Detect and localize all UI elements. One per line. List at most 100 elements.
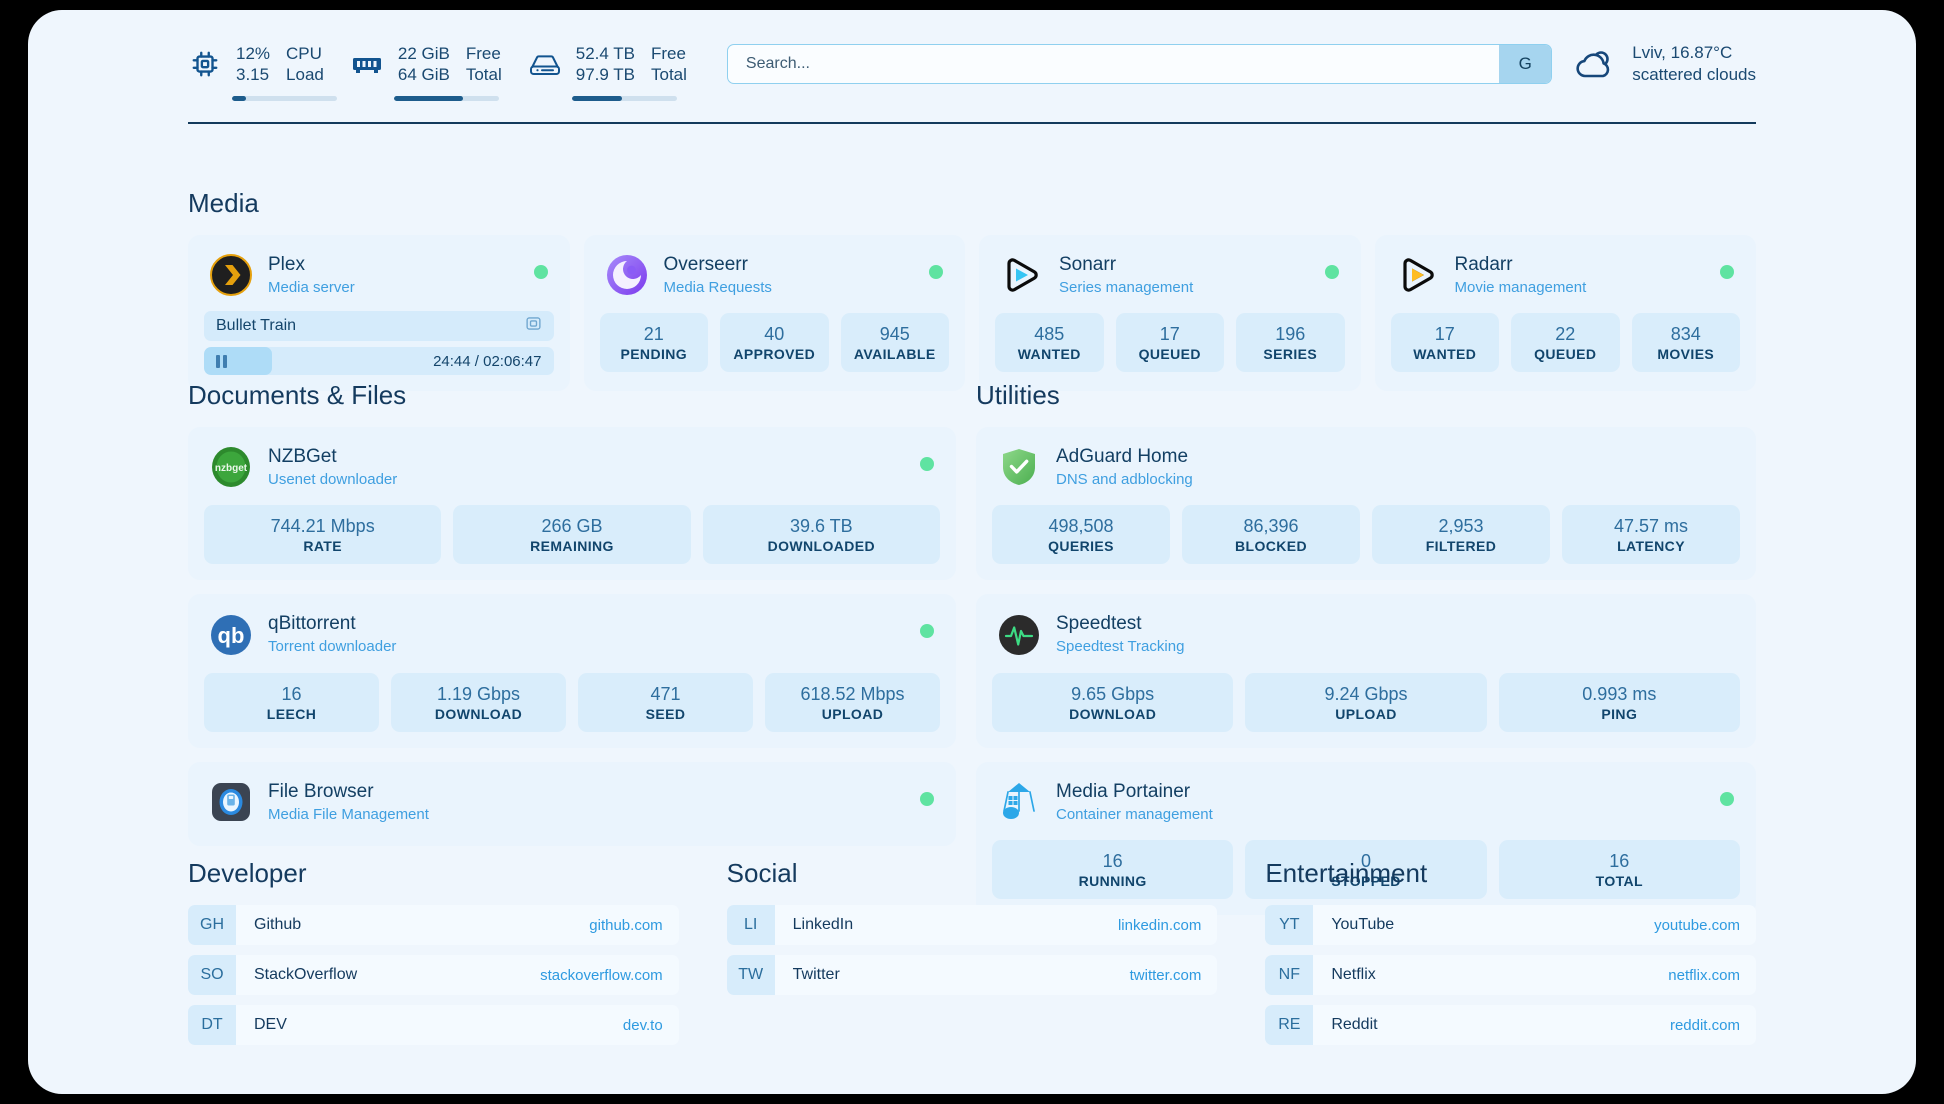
stat-value: 1.19 Gbps bbox=[436, 683, 521, 704]
status-badge-online bbox=[920, 457, 934, 471]
bookmark-group-developer: Developer GH Github github.com SO StackOverfl… bbox=[188, 858, 679, 1045]
stat-queries: 498,508 QUERIES bbox=[992, 505, 1170, 565]
service-stats-row: 16 RUNNING 0 STOPPED 16 TOTAL bbox=[992, 840, 1740, 900]
stat-rate: 744.21 Mbps RATE bbox=[204, 505, 442, 565]
stat-approved: 40 APPROVED bbox=[720, 313, 829, 373]
bookmark-item[interactable]: TW Twitter twitter.com bbox=[726, 955, 1218, 995]
bookmark-abbr: GH bbox=[188, 905, 236, 945]
service-card-qbittorrent[interactable]: qb qBittorrent Torrent downloader 16 LEECH 1.… bbox=[188, 594, 956, 748]
stat-value: 16 bbox=[281, 683, 302, 704]
stat-label-primary: CPU bbox=[286, 43, 322, 63]
bookmark-group-title: Developer bbox=[188, 858, 307, 888]
stat-value: 744.21 Mbps bbox=[270, 516, 375, 537]
service-name: AdGuard Home bbox=[1056, 446, 1189, 467]
header-divider bbox=[188, 122, 1756, 124]
pause-icon[interactable] bbox=[216, 354, 227, 368]
stat-progress-bar bbox=[232, 96, 337, 102]
stat-value: 47.57 ms bbox=[1613, 516, 1689, 537]
stat-label: PING bbox=[1601, 705, 1638, 722]
stat-label: UPLOAD bbox=[1335, 705, 1397, 722]
stat-value: 86,396 bbox=[1243, 516, 1299, 537]
stat-label: MOVIES bbox=[1657, 346, 1715, 363]
service-card-media-portainer[interactable]: Media Portainer Container management 16 RUN… bbox=[976, 761, 1756, 916]
stat-label: STOPPED bbox=[1331, 873, 1401, 890]
bookmark-item[interactable]: GH Github github.com bbox=[188, 905, 679, 945]
service-card-overseerr[interactable]: Overseerr Media Requests 21 PENDING 40 APPROV… bbox=[583, 235, 965, 392]
service-card-radarr[interactable]: Radarr Movie management 17 WANTED 22 QUEUED 83… bbox=[1374, 235, 1756, 392]
stat-value: 945 bbox=[879, 324, 910, 345]
bookmark-label: Reddit bbox=[1331, 1016, 1378, 1033]
service-description: DNS and adblocking bbox=[1056, 470, 1193, 488]
service-description: Media File Management bbox=[268, 805, 429, 823]
stat-label-secondary: Total bbox=[465, 65, 502, 84]
stat-label: WANTED bbox=[1017, 346, 1081, 363]
service-card-nzbget[interactable]: nzbget NZBGet Usenet downloader 744.21 Mbps… bbox=[188, 427, 956, 581]
stat-value: 834 bbox=[1670, 324, 1701, 345]
service-card-adguard-home[interactable]: AdGuard Home DNS and adblocking 498,508 QUE… bbox=[976, 427, 1756, 581]
stat-value: 39.6 TB bbox=[789, 516, 853, 537]
service-stats-row: 744.21 Mbps RATE 266 GB REMAINING 39.6 TB DOW… bbox=[204, 505, 940, 565]
stat-remaining: 266 GB REMAINING bbox=[453, 505, 691, 565]
search-bar[interactable]: G bbox=[726, 44, 1553, 84]
stat-available: 945 AVAILABLE bbox=[840, 313, 949, 373]
service-card-file-browser[interactable]: File Browser Media File Management bbox=[188, 761, 956, 847]
weather-location-temp: Lviv, 16.87°C bbox=[1632, 42, 1733, 62]
bookmark-group-title: Social bbox=[726, 858, 798, 888]
service-card-sonarr[interactable]: Sonarr Series management 485 WANTED 17 QUEUED… bbox=[979, 235, 1361, 392]
service-name: Plex bbox=[268, 254, 305, 275]
stat-wanted: 485 WANTED bbox=[995, 313, 1104, 373]
service-name: Radarr bbox=[1454, 254, 1513, 275]
stat-label: FILTERED bbox=[1425, 538, 1497, 555]
bookmark-abbr: DT bbox=[188, 1005, 236, 1045]
bookmark-item[interactable]: NF Netflix netflix.com bbox=[1265, 955, 1756, 995]
weather-widget: Lviv, 16.87°C scattered clouds bbox=[1574, 42, 1756, 86]
service-card-speedtest[interactable]: Speedtest Speedtest Tracking 9.65 Gbps DOWN… bbox=[976, 594, 1756, 748]
bookmark-url: netflix.com bbox=[1668, 966, 1740, 984]
bookmark-item[interactable]: LI LinkedIn linkedin.com bbox=[726, 905, 1218, 945]
stat-value: 0 bbox=[1360, 851, 1371, 872]
stat-pending: 21 PENDING bbox=[599, 313, 708, 373]
stat-value: 17 bbox=[1434, 324, 1455, 345]
service-card-plex[interactable]: Plex Media server Bullet Train 24:44 / 02:0… bbox=[188, 235, 570, 392]
portainer-logo bbox=[998, 781, 1040, 823]
bookmark-item[interactable]: RE Reddit reddit.com bbox=[1265, 1005, 1756, 1045]
search-submit-button[interactable]: G bbox=[1499, 45, 1552, 83]
bookmark-url: linkedin.com bbox=[1117, 916, 1202, 934]
stat-value: 21 bbox=[643, 324, 664, 345]
cpu-icon bbox=[188, 47, 222, 81]
utilities-section: Utilities AdGuard Home DNS and adblocking… bbox=[976, 380, 1756, 916]
status-badge-online bbox=[533, 265, 548, 279]
stat-download: 1.19 Gbps DOWNLOAD bbox=[391, 672, 566, 732]
stat-label: PENDING bbox=[620, 346, 688, 363]
bookmark-label: StackOverflow bbox=[254, 966, 358, 983]
ram-icon bbox=[350, 47, 384, 81]
stat-value: 196 bbox=[1275, 324, 1306, 345]
bookmark-item[interactable]: SO StackOverflow stackoverflow.com bbox=[188, 955, 679, 995]
bookmark-abbr: SO bbox=[188, 955, 236, 995]
bookmark-label: Twitter bbox=[792, 966, 840, 983]
status-badge-online bbox=[929, 265, 943, 279]
stat-value: 9.65 Gbps bbox=[1071, 683, 1155, 704]
stat-filtered: 2,953 FILTERED bbox=[1372, 505, 1550, 565]
cast-icon[interactable] bbox=[525, 315, 542, 337]
bookmark-label: YouTube bbox=[1331, 916, 1395, 933]
stat-label: DOWNLOADED bbox=[767, 538, 876, 555]
service-name: Speedtest bbox=[1056, 613, 1142, 635]
stat-label: SEED bbox=[645, 705, 686, 722]
search-input[interactable] bbox=[727, 45, 1500, 83]
bookmark-abbr: RE bbox=[1265, 1005, 1314, 1045]
bookmark-item[interactable]: DT DEV dev.to bbox=[188, 1005, 679, 1045]
top-bar: 12% 3.15 CPU Load 22 GiB 64 GiB Free Total 52.4 … bbox=[28, 10, 1916, 118]
bookmark-item[interactable]: YT YouTube youtube.com bbox=[1265, 905, 1756, 945]
bookmarks-section: Developer GH Github github.com SO StackOverfl… bbox=[188, 858, 1756, 1045]
playback-progress-bar[interactable]: 24:44 / 02:06:47 bbox=[204, 347, 554, 376]
qbittorrent-logo: qb bbox=[210, 614, 252, 656]
adguard-logo bbox=[998, 446, 1040, 488]
stat-download: 9.65 Gbps DOWNLOAD bbox=[992, 672, 1234, 732]
cloud-icon bbox=[1574, 47, 1616, 81]
stat-series: 196 SERIES bbox=[1236, 313, 1345, 373]
stat-upload: 618.52 Mbps UPLOAD bbox=[765, 672, 940, 732]
service-description: Series management bbox=[1059, 278, 1194, 296]
stat-label: TOTAL bbox=[1595, 873, 1643, 890]
status-badge-online bbox=[920, 624, 934, 639]
